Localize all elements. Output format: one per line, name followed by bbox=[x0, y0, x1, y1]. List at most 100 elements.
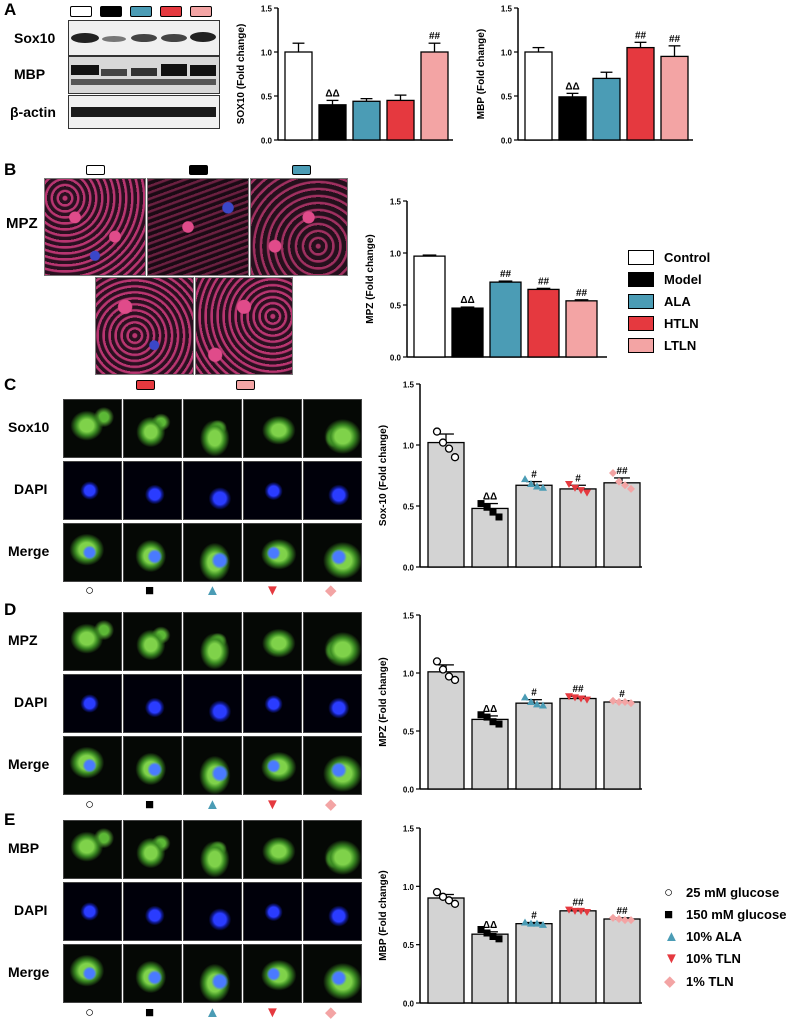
data-point bbox=[432, 657, 442, 666]
cell-row-label: DAPI bbox=[14, 902, 48, 918]
data-point bbox=[533, 919, 541, 927]
cell-image bbox=[243, 461, 302, 520]
data-point bbox=[615, 477, 623, 486]
cell-row-label: MPZ bbox=[8, 632, 38, 648]
cell-image bbox=[303, 736, 362, 795]
mpz-bar-chart: 0.0 0.5 1.0 1.5 MPZ (Fold change) ΔΔ ## ## ## bbox=[365, 198, 607, 363]
data-point bbox=[477, 711, 485, 719]
significance-label: ## bbox=[572, 898, 584, 909]
legend-label: 10% ALA bbox=[686, 929, 742, 944]
cell-image bbox=[243, 944, 302, 1003]
data-point bbox=[565, 693, 573, 701]
group-symbol: ○ bbox=[85, 796, 95, 813]
bar bbox=[515, 484, 553, 568]
cell-image bbox=[123, 820, 182, 879]
significance-label: # bbox=[531, 470, 537, 481]
cell-image bbox=[183, 736, 242, 795]
y-tick-label: 0.5 bbox=[403, 941, 415, 950]
group-symbol: ▲ bbox=[205, 1004, 220, 1021]
significance-label: ## bbox=[538, 276, 550, 287]
bar bbox=[352, 100, 381, 141]
data-point bbox=[583, 909, 591, 916]
significance-label: # bbox=[531, 688, 537, 699]
data-point bbox=[533, 482, 541, 490]
data-point bbox=[450, 675, 460, 685]
cell-image bbox=[63, 399, 122, 458]
legend-label: 10% TLN bbox=[686, 951, 741, 966]
legend-item: Control bbox=[628, 250, 710, 265]
y-tick-label: 0.5 bbox=[403, 503, 415, 512]
data-point bbox=[495, 513, 503, 521]
bar bbox=[559, 488, 597, 568]
mbp-bar-chart: 0.0 0.5 1.0 1.5 MBP (Fold change) ΔΔ ## ## bbox=[476, 5, 693, 146]
y-tick-label: 0.0 bbox=[390, 354, 402, 363]
cell-image bbox=[123, 882, 182, 941]
data-point bbox=[539, 483, 547, 491]
significance-label: ΔΔ bbox=[483, 492, 497, 503]
cell-image bbox=[183, 612, 242, 671]
data-point bbox=[450, 453, 460, 462]
data-point bbox=[539, 920, 547, 928]
data-point bbox=[539, 701, 547, 709]
legend-swatch bbox=[628, 294, 654, 309]
data-point bbox=[432, 888, 442, 897]
significance-label: ## bbox=[572, 684, 584, 695]
legend-item: ■ 150 mM glucose bbox=[664, 906, 786, 923]
significance-label: # bbox=[531, 911, 537, 922]
y-tick-label: 1.0 bbox=[403, 670, 415, 679]
data-point bbox=[609, 913, 617, 922]
cell-image bbox=[243, 736, 302, 795]
bar bbox=[527, 288, 560, 358]
data-point bbox=[571, 484, 579, 492]
y-tick-label: 0.0 bbox=[403, 1000, 415, 1009]
cell-image bbox=[123, 674, 182, 733]
y-tick-label: 0.0 bbox=[403, 786, 415, 795]
group-swatch bbox=[160, 6, 182, 17]
cell-image bbox=[63, 820, 122, 879]
cell-row-label: Sox10 bbox=[8, 419, 50, 435]
y-tick-label: 0.5 bbox=[501, 93, 513, 102]
cell-image bbox=[183, 882, 242, 941]
data-point bbox=[577, 487, 585, 495]
bar bbox=[559, 697, 597, 790]
data-point bbox=[483, 713, 491, 721]
group-symbol: ▼ bbox=[265, 796, 280, 813]
data-point bbox=[521, 918, 529, 926]
cell-image bbox=[183, 820, 242, 879]
data-point bbox=[444, 672, 454, 681]
blot-label-sox10: Sox10 bbox=[14, 30, 56, 46]
group-symbol: ◆ bbox=[325, 1004, 337, 1021]
significance-label: ΔΔ bbox=[460, 295, 474, 306]
bar bbox=[427, 671, 465, 790]
data-point bbox=[621, 916, 629, 925]
blot-band-mbp bbox=[68, 56, 220, 94]
bar bbox=[524, 51, 553, 141]
cell-image bbox=[183, 674, 242, 733]
cell-image bbox=[63, 612, 122, 671]
y-axis-label: MPZ (Fold change) bbox=[365, 234, 376, 323]
significance-label: ## bbox=[500, 269, 512, 280]
bar bbox=[592, 77, 621, 141]
cell-image bbox=[183, 399, 242, 458]
group-swatch bbox=[136, 380, 155, 390]
legend-item: HTLN bbox=[628, 316, 699, 331]
group-symbol: ▲ bbox=[205, 582, 220, 599]
data-point bbox=[615, 915, 623, 923]
data-point bbox=[483, 503, 491, 511]
cell-image bbox=[63, 944, 122, 1003]
group-symbol: ◆ bbox=[325, 582, 337, 599]
cell-image bbox=[303, 399, 362, 458]
y-tick-label: 1.5 bbox=[501, 5, 513, 14]
legend-item: ALA bbox=[628, 294, 691, 309]
data-point bbox=[565, 481, 573, 489]
cell-row-label: Merge bbox=[8, 756, 50, 772]
significance-label: # bbox=[575, 473, 581, 484]
data-point bbox=[627, 916, 635, 925]
cell-image bbox=[243, 399, 302, 458]
legend-swatch bbox=[628, 338, 654, 353]
legend-label: HTLN bbox=[664, 316, 699, 331]
legend-item: ▲ 10% ALA bbox=[664, 928, 742, 945]
cell-image bbox=[63, 523, 122, 582]
bar bbox=[515, 702, 553, 790]
data-point bbox=[627, 699, 635, 708]
